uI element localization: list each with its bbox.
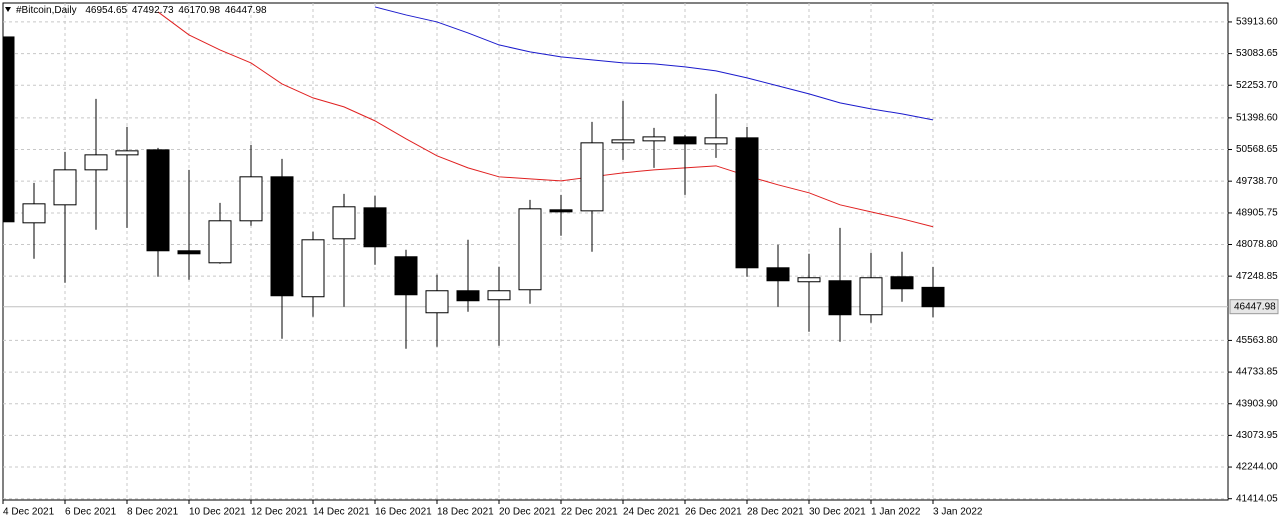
plot (3, 6, 1228, 349)
current-price-label: 46447.98 (1234, 301, 1276, 312)
x-tick-label: 10 Dec 2021 (189, 507, 246, 518)
y-tick-label: 43903.90 (1236, 398, 1278, 409)
x-tick-label: 14 Dec 2021 (313, 507, 370, 518)
x-tick-label: 8 Dec 2021 (127, 507, 179, 518)
candle-body (642, 136, 666, 142)
candle-body (239, 176, 263, 222)
y-tick-label: 43073.95 (1236, 430, 1278, 441)
candle-body (549, 209, 573, 213)
current-price-box (1229, 299, 1279, 315)
candle-body (177, 250, 201, 255)
x-tick-label: 3 Jan 2022 (933, 507, 983, 518)
candle-body (580, 142, 604, 212)
candle-body (890, 276, 914, 290)
x-tick-label: 26 Dec 2021 (685, 507, 742, 518)
x-tick-label: 28 Dec 2021 (747, 507, 804, 518)
symbol: #Bitcoin,Daily (16, 5, 77, 16)
y-tick-label: 45563.80 (1236, 335, 1278, 346)
candle-body (766, 267, 790, 282)
candle-body (53, 169, 77, 206)
y-tick-label: 53083.65 (1236, 48, 1278, 59)
candle-body (22, 203, 46, 224)
candle-body (363, 207, 387, 248)
candle-body (115, 150, 139, 156)
x-tick-label: 6 Dec 2021 (65, 507, 117, 518)
candle-body (332, 206, 356, 240)
candle-body (394, 256, 418, 296)
y-tick-label: 48078.80 (1236, 239, 1278, 250)
chart-header: #Bitcoin,Daily 46954.65 47492.73 46170.9… (16, 5, 267, 16)
candle-body (487, 290, 511, 301)
x-tick-label: 12 Dec 2021 (251, 507, 308, 518)
header-high: 47492.73 (132, 5, 174, 16)
candle-body (735, 137, 759, 269)
y-tick-label: 51398.60 (1236, 113, 1278, 124)
candle-body (146, 149, 170, 252)
header-open: 46954.65 (85, 5, 127, 16)
candle-body (301, 239, 325, 298)
x-tick-label: 18 Dec 2021 (437, 507, 494, 518)
candle-body (859, 277, 883, 316)
header-low: 46170.98 (178, 5, 220, 16)
x-tick-label: 30 Dec 2021 (809, 507, 866, 518)
y-tick-label: 52253.70 (1236, 80, 1278, 91)
moving-average-line (157, 11, 934, 228)
candle-body (456, 290, 480, 302)
candle-body (673, 136, 697, 145)
menu-triangle[interactable] (5, 7, 11, 12)
candle-body (84, 154, 108, 171)
candle-body (3, 36, 15, 223)
candle-body (208, 220, 232, 264)
y-tick-label: 50568.65 (1236, 144, 1278, 155)
candle-body (921, 286, 945, 308)
candle-body (704, 137, 728, 145)
candle-body (797, 277, 821, 283)
y-tick-label: 48905.75 (1236, 208, 1278, 219)
x-tick-label: 20 Dec 2021 (499, 507, 556, 518)
moving-average-line (374, 6, 934, 121)
axis: 53913.60 53083.65 52253.70 51398.60 50568.65… (2, 17, 1279, 518)
candle-body (828, 280, 852, 316)
plot-frame (2, 2, 1229, 501)
y-tick-label: 53913.60 (1236, 17, 1278, 28)
candle-body (518, 208, 542, 291)
x-tick-label: 16 Dec 2021 (375, 507, 432, 518)
candle-body (611, 139, 635, 144)
y-tick-label: 44733.85 (1236, 367, 1278, 378)
y-tick-label: 42244.00 (1236, 462, 1278, 473)
x-tick-label: 1 Jan 2022 (871, 507, 921, 518)
y-tick-label: 47248.85 (1236, 271, 1278, 282)
candle-body (425, 290, 449, 314)
x-tick-label: 22 Dec 2021 (561, 507, 618, 518)
x-tick-label: 24 Dec 2021 (623, 507, 680, 518)
y-tick-label: 49738.70 (1236, 176, 1278, 187)
header-close: 46447.98 (225, 5, 267, 16)
candle-body (270, 176, 294, 297)
y-tick-label: 41414.05 (1236, 493, 1278, 504)
x-tick-label: 4 Dec 2021 (3, 507, 55, 518)
